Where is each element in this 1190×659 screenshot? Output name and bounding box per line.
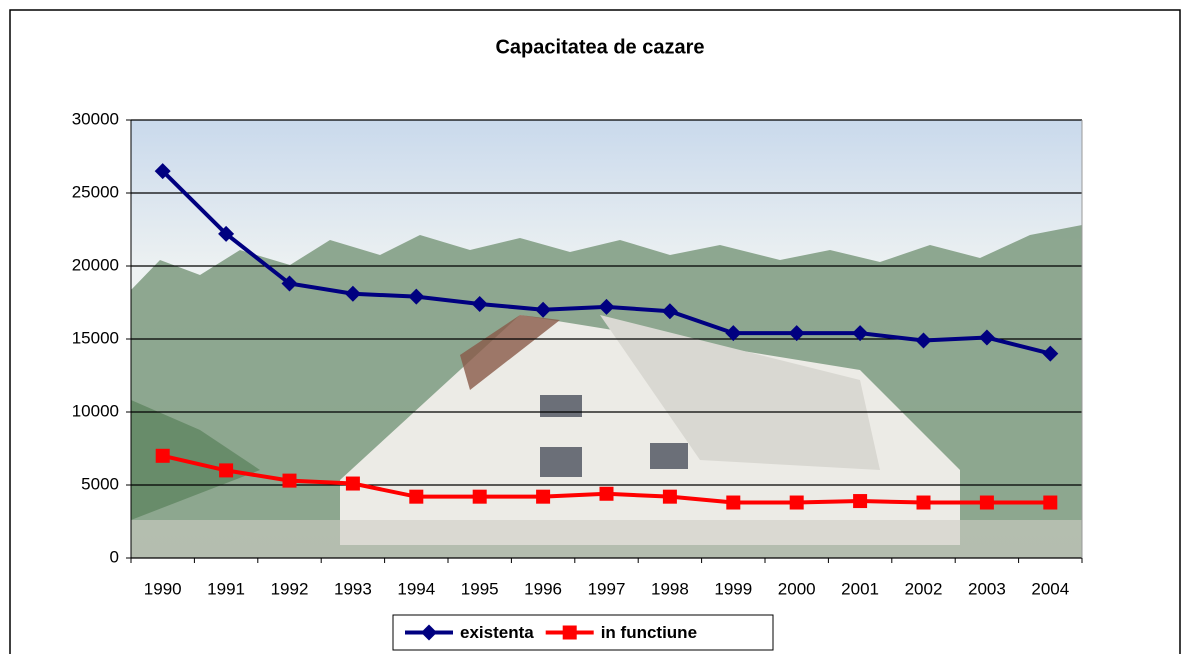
- x-tick-label: 2003: [968, 579, 1006, 598]
- point: [155, 448, 170, 463]
- x-tick-label: 1993: [334, 579, 372, 598]
- point: [536, 489, 551, 504]
- point: [916, 495, 931, 510]
- point: [661, 303, 678, 320]
- point: [408, 288, 425, 305]
- point: [978, 329, 995, 346]
- point: [1043, 495, 1058, 510]
- y-tick-label: 30000: [72, 109, 119, 128]
- point: [598, 298, 615, 315]
- x-tick-label: 1996: [524, 579, 562, 598]
- point: [788, 325, 805, 342]
- x-tick-label: 1999: [714, 579, 752, 598]
- point: [281, 275, 298, 292]
- y-tick-label: 25000: [72, 182, 119, 201]
- point: [599, 486, 614, 501]
- point: [471, 295, 488, 312]
- point: [344, 285, 361, 302]
- y-tick-label: 20000: [72, 255, 119, 274]
- point: [662, 489, 677, 504]
- x-tick-label: 1997: [588, 579, 626, 598]
- point: [472, 489, 487, 504]
- x-tick-label: 1995: [461, 579, 499, 598]
- point: [789, 495, 804, 510]
- point: [725, 325, 742, 342]
- x-tick-label: 1994: [397, 579, 435, 598]
- x-tick-label: 1992: [271, 579, 309, 598]
- chart-title: Capacitatea de cazare: [495, 36, 704, 58]
- x-tick-label: 1990: [144, 579, 182, 598]
- point: [219, 463, 234, 478]
- point: [535, 301, 552, 318]
- legend-marker: [421, 624, 437, 641]
- point: [1042, 345, 1059, 362]
- x-tick-label: 2001: [841, 579, 879, 598]
- x-tick-label: 2000: [778, 579, 816, 598]
- x-tick-label: 1991: [207, 579, 245, 598]
- y-tick-label: 0: [110, 547, 119, 566]
- point: [726, 495, 741, 510]
- legend-label: existenta: [460, 623, 534, 642]
- y-tick-label: 10000: [72, 401, 119, 420]
- legend-label: in functiune: [601, 623, 697, 642]
- point: [979, 495, 994, 510]
- y-tick-label: 15000: [72, 328, 119, 347]
- x-tick-label: 2002: [905, 579, 943, 598]
- point: [852, 325, 869, 342]
- point: [154, 163, 171, 180]
- x-tick-label: 2004: [1031, 579, 1069, 598]
- point: [218, 225, 235, 242]
- point: [915, 332, 932, 349]
- point: [282, 473, 297, 488]
- y-tick-label: 5000: [81, 474, 119, 493]
- x-tick-label: 1998: [651, 579, 689, 598]
- point: [853, 494, 868, 509]
- point: [409, 489, 424, 504]
- legend-marker: [562, 625, 577, 640]
- point: [345, 476, 360, 491]
